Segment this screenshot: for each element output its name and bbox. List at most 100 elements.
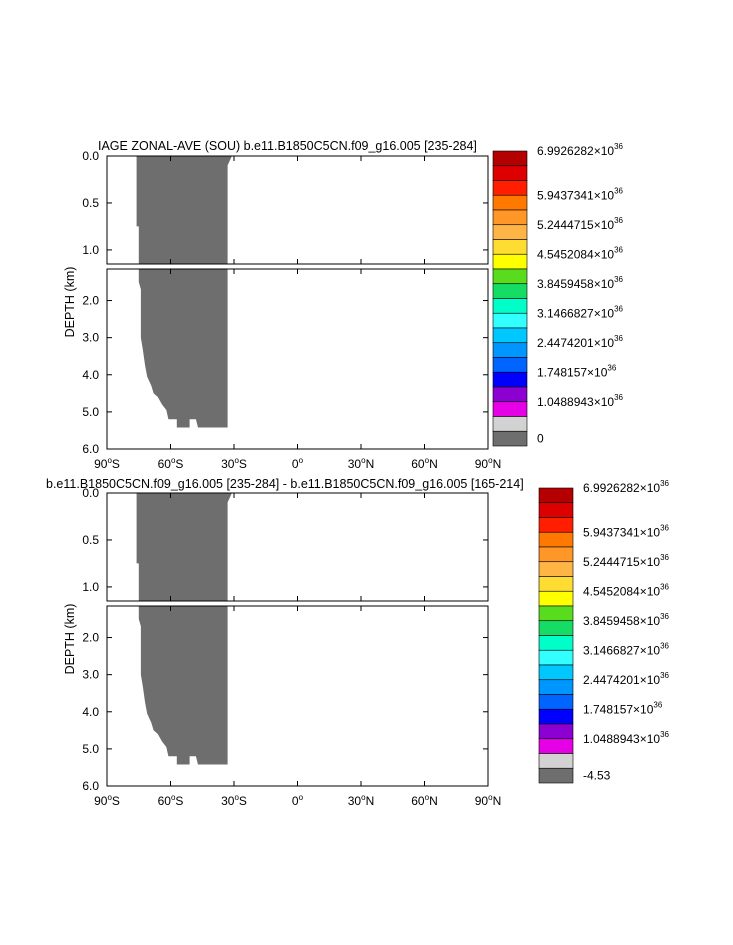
colorbar-swatch <box>538 531 574 548</box>
colorbar-swatch <box>492 253 528 270</box>
colorbar-label: 6.9926282×1036 <box>583 479 670 495</box>
y-tick-label: 0.0 <box>82 486 99 500</box>
colorbar-swatch <box>492 268 528 285</box>
plot-2: b.e11.B1850C5CN.f09_g16.005 [235-284] - … <box>46 477 670 808</box>
plot-1: IAGE ZONAL-AVE (SOU) b.e11.B1850C5CN.f09… <box>63 139 624 471</box>
colorbar-swatch <box>538 605 574 622</box>
colorbar-swatch <box>538 576 574 592</box>
y-tick-label: 6.0 <box>82 779 99 793</box>
colorbar-swatch <box>538 753 574 769</box>
x-tick-label: 0o <box>292 456 304 471</box>
y-tick-label: 4.0 <box>82 705 99 719</box>
data-region-upper <box>136 156 232 264</box>
colorbar-swatch <box>492 401 528 417</box>
colorbar-swatch <box>492 298 528 314</box>
colorbar-swatch <box>492 150 528 167</box>
colorbar-swatch <box>538 517 574 533</box>
data-region-lower <box>138 606 228 765</box>
x-tick-label: 30oS <box>221 456 247 471</box>
colorbar-swatch <box>538 767 574 784</box>
y-tick-label: 1.0 <box>82 243 99 257</box>
colorbar-label: 5.9437341×1036 <box>537 186 624 202</box>
colorbar-swatch <box>492 180 528 196</box>
colorbar-label: 1.0488943×1036 <box>537 393 624 409</box>
y-tick-label: 0.5 <box>82 533 99 547</box>
y-tick-label: 0.5 <box>82 196 99 210</box>
plot-title: b.e11.B1850C5CN.f09_g16.005 [235-284] - … <box>46 477 524 491</box>
y-tick-label: 3.0 <box>82 668 99 682</box>
colorbar-swatch <box>492 430 528 447</box>
colorbar-swatch <box>538 502 574 518</box>
colorbar-swatch <box>538 664 574 681</box>
y-tick-label: 6.0 <box>82 442 99 456</box>
colorbar-swatch <box>538 679 574 695</box>
colorbar-label: 3.1466827×1036 <box>583 641 670 657</box>
colorbar-label: 5.2444715×1036 <box>583 553 670 569</box>
colorbar-label: 4.5452084×1036 <box>583 582 670 598</box>
colorbar-label: 2.4474201×1036 <box>537 334 624 350</box>
x-tick-label: 90oN <box>475 793 501 808</box>
x-tick-label: 60oS <box>158 456 184 471</box>
y-tick-label: 3.0 <box>82 331 99 345</box>
colorbar-swatch <box>538 546 574 563</box>
y-tick-label: 1.0 <box>82 580 99 594</box>
x-tick-label: 60oN <box>411 456 437 471</box>
colorbar-label: 1.0488943×1036 <box>583 730 670 746</box>
colorbar-swatch <box>538 561 574 577</box>
colorbar-swatch <box>492 371 528 388</box>
colorbar-swatch <box>538 590 574 607</box>
colorbar-swatch <box>492 386 528 403</box>
data-region-lower <box>138 269 228 428</box>
colorbar-label: 0 <box>537 432 544 446</box>
x-tick-label: 30oN <box>348 793 374 808</box>
colorbar-swatch <box>538 649 574 666</box>
colorbar-swatch <box>492 165 528 181</box>
colorbar-swatch <box>492 194 528 211</box>
colorbar-label: 4.5452084×1036 <box>537 245 624 261</box>
colorbar-swatch <box>538 635 574 651</box>
x-tick-label: 90oS <box>94 456 120 471</box>
y-tick-label: 4.0 <box>82 368 99 382</box>
colorbar-label: 5.9437341×1036 <box>583 523 670 539</box>
colorbar-swatch <box>492 342 528 358</box>
colorbar-label: 3.8459458×1036 <box>583 612 670 628</box>
y-tick-label: 2.0 <box>82 631 99 645</box>
y-tick-label: 5.0 <box>82 742 99 756</box>
colorbar-label: 3.8459458×1036 <box>537 275 624 291</box>
colorbar: 6.9926282×1036 5.9437341×1036 5.2444715×10… <box>538 479 670 784</box>
y-axis-label: DEPTH (km) <box>63 267 77 338</box>
y-tick-label: 0.0 <box>82 149 99 163</box>
x-tick-label: 90oS <box>94 793 120 808</box>
colorbar-label: 5.2444715×1036 <box>537 216 624 232</box>
colorbar-swatch <box>492 416 528 432</box>
colorbar-swatch <box>492 209 528 226</box>
colorbar-label: 3.1466827×1036 <box>537 304 624 320</box>
x-tick-label: 0o <box>292 793 304 808</box>
colorbar-label: -4.53 <box>583 769 611 783</box>
colorbar-label: 1.748157×1036 <box>583 700 663 716</box>
x-tick-label: 30oS <box>221 793 247 808</box>
colorbar-swatch <box>492 224 528 240</box>
plot-title: IAGE ZONAL-AVE (SOU) b.e11.B1850C5CN.f09… <box>98 139 477 153</box>
colorbar-swatch <box>538 694 574 710</box>
x-tick-label: 60oS <box>158 793 184 808</box>
y-tick-label: 2.0 <box>82 294 99 308</box>
colorbar-swatch <box>538 738 574 754</box>
colorbar: 6.9926282×1036 5.9437341×1036 5.2444715×10… <box>492 142 624 447</box>
x-tick-label: 90oN <box>475 456 501 471</box>
colorbar-label: 6.9926282×1036 <box>537 142 624 158</box>
colorbar-label: 1.748157×1036 <box>537 363 617 379</box>
colorbar-swatch <box>538 708 574 725</box>
colorbar-swatch <box>538 723 574 740</box>
colorbar-swatch <box>492 357 528 373</box>
colorbar-swatch <box>492 239 528 255</box>
y-axis-label: DEPTH (km) <box>63 604 77 675</box>
data-region-upper <box>136 493 232 601</box>
colorbar-swatch <box>492 327 528 344</box>
x-tick-label: 30oN <box>348 456 374 471</box>
colorbar-swatch <box>492 283 528 299</box>
colorbar-swatch <box>538 487 574 504</box>
colorbar-swatch <box>492 312 528 329</box>
colorbar-swatch <box>538 620 574 636</box>
